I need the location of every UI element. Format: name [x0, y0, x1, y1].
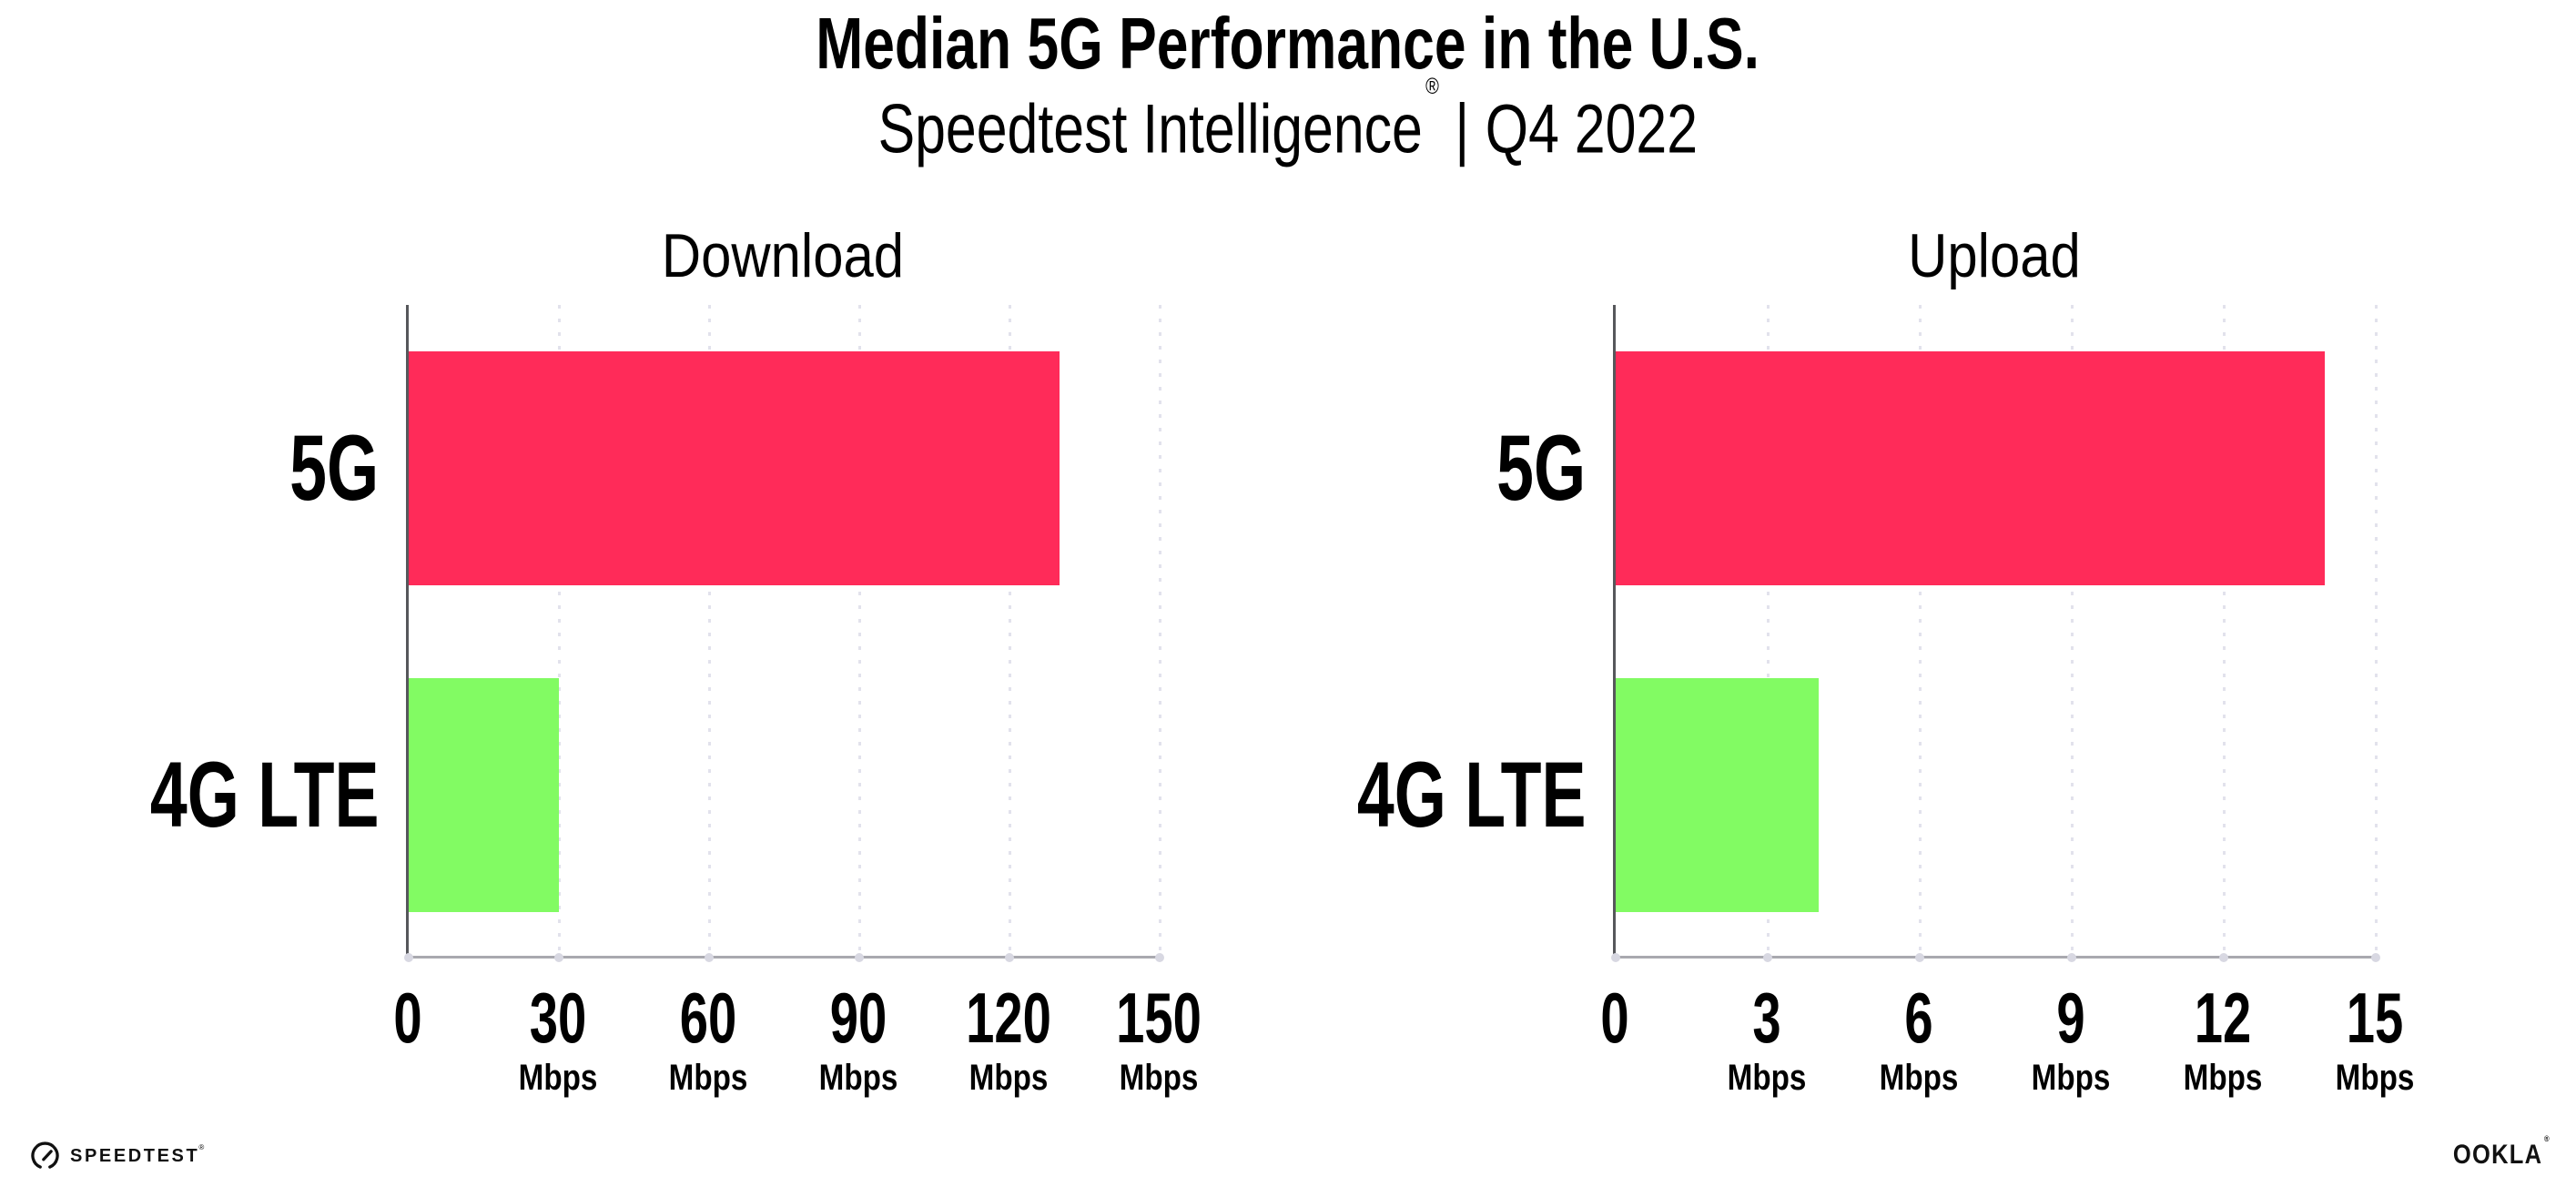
subtitle-period: Q4 2022 — [1485, 90, 1699, 168]
tick-label-12: 12 — [2194, 978, 2251, 1058]
tick-label-150: 150 — [1115, 978, 1202, 1058]
upload-chart-title: Upload — [1908, 221, 2081, 290]
download-chart-title: Download — [661, 221, 905, 290]
gridline-150-mbps — [1158, 305, 1161, 959]
axis-tick-dot — [1005, 953, 1014, 962]
tick-label-90: 90 — [829, 978, 887, 1058]
gridline-12-mbps — [2222, 305, 2226, 959]
tick-unit-150: Mbps — [1119, 1058, 1198, 1098]
tick-label-6: 6 — [1903, 978, 1933, 1058]
gridline-6-mbps — [1918, 305, 1922, 959]
axis-tick-dot — [1155, 953, 1164, 962]
tick-label-60: 60 — [679, 978, 736, 1058]
ookla-label: OOKLA — [2452, 1140, 2543, 1170]
page-subtitle: Speedtest Intelligence® | Q4 2022 — [0, 74, 2576, 168]
subtitle-brand: Speedtest Intelligence — [877, 90, 1424, 168]
gridline-9-mbps — [2070, 305, 2074, 959]
axis-tick-dot — [2371, 953, 2380, 962]
speedtest-registered-mark: ® — [198, 1142, 205, 1151]
axis-tick-dot — [1763, 953, 1772, 962]
speedtest-gauge-icon — [31, 1141, 59, 1169]
page-title: Median 5G Performance in the U.S. — [0, 5, 2576, 82]
tick-unit-90: Mbps — [818, 1058, 898, 1098]
speedtest-logo: SPEEDTEST® — [30, 1141, 205, 1172]
tick-label-3: 3 — [1751, 978, 1781, 1058]
axis-tick-dot — [2219, 953, 2228, 962]
tick-unit-3: Mbps — [1727, 1058, 1806, 1098]
download-plot-area — [404, 305, 1164, 962]
tick-unit-120: Mbps — [969, 1058, 1048, 1098]
page-title-text: Median 5G Performance in the U.S. — [816, 3, 1760, 84]
tick-unit-15: Mbps — [2335, 1058, 2414, 1098]
gridline-90-mbps — [857, 305, 861, 959]
tick-unit-30: Mbps — [518, 1058, 597, 1098]
speedtest-wordmark: SPEEDTEST® — [70, 1142, 205, 1167]
tick-unit-12: Mbps — [2183, 1058, 2262, 1098]
tick-label-0: 0 — [392, 978, 422, 1058]
axis-tick-dot — [2067, 953, 2076, 962]
tick-unit-9: Mbps — [2031, 1058, 2110, 1098]
bar-4g-lte-upload — [1616, 678, 1819, 912]
tick-unit-60: Mbps — [668, 1058, 747, 1098]
bar-4g-lte-download — [409, 678, 559, 912]
gridline-3-mbps — [1766, 305, 1770, 959]
axis-tick-dot — [1611, 953, 1620, 962]
ookla-registered-mark: ® — [2544, 1134, 2551, 1143]
category-label-5g: 5G — [1496, 416, 1586, 520]
gridline-30-mbps — [557, 305, 561, 959]
bar-5g-download — [409, 351, 1060, 585]
axis-tick-dot — [1915, 953, 1924, 962]
upload-plot-area — [1611, 305, 2380, 962]
registered-mark: ® — [1425, 74, 1439, 99]
gridline-60-mbps — [707, 305, 711, 959]
axis-tick-dot — [554, 953, 563, 962]
gridline-15-mbps — [2374, 305, 2378, 959]
subtitle-separator: | — [1455, 90, 1470, 168]
bar-5g-upload — [1616, 351, 2326, 585]
category-label-4g-lte: 4G LTE — [1356, 743, 1586, 847]
gridline-120-mbps — [1008, 305, 1011, 959]
axis-tick-dot — [404, 953, 413, 962]
axis-tick-dot — [855, 953, 864, 962]
tick-unit-6: Mbps — [1879, 1058, 1958, 1098]
page-subtitle-text: Speedtest Intelligence® | Q4 2022 — [877, 74, 1699, 168]
tick-label-0: 0 — [1599, 978, 1629, 1058]
ookla-logo: OOKLA® — [2452, 1134, 2551, 1171]
tick-label-120: 120 — [965, 978, 1051, 1058]
axis-tick-dot — [705, 953, 714, 962]
tick-label-9: 9 — [2055, 978, 2085, 1058]
tick-label-15: 15 — [2346, 978, 2403, 1058]
category-label-4g-lte: 4G LTE — [149, 743, 379, 847]
tick-label-30: 30 — [529, 978, 586, 1058]
category-label-5g: 5G — [289, 416, 379, 520]
speedtest-label: SPEEDTEST — [70, 1146, 200, 1166]
